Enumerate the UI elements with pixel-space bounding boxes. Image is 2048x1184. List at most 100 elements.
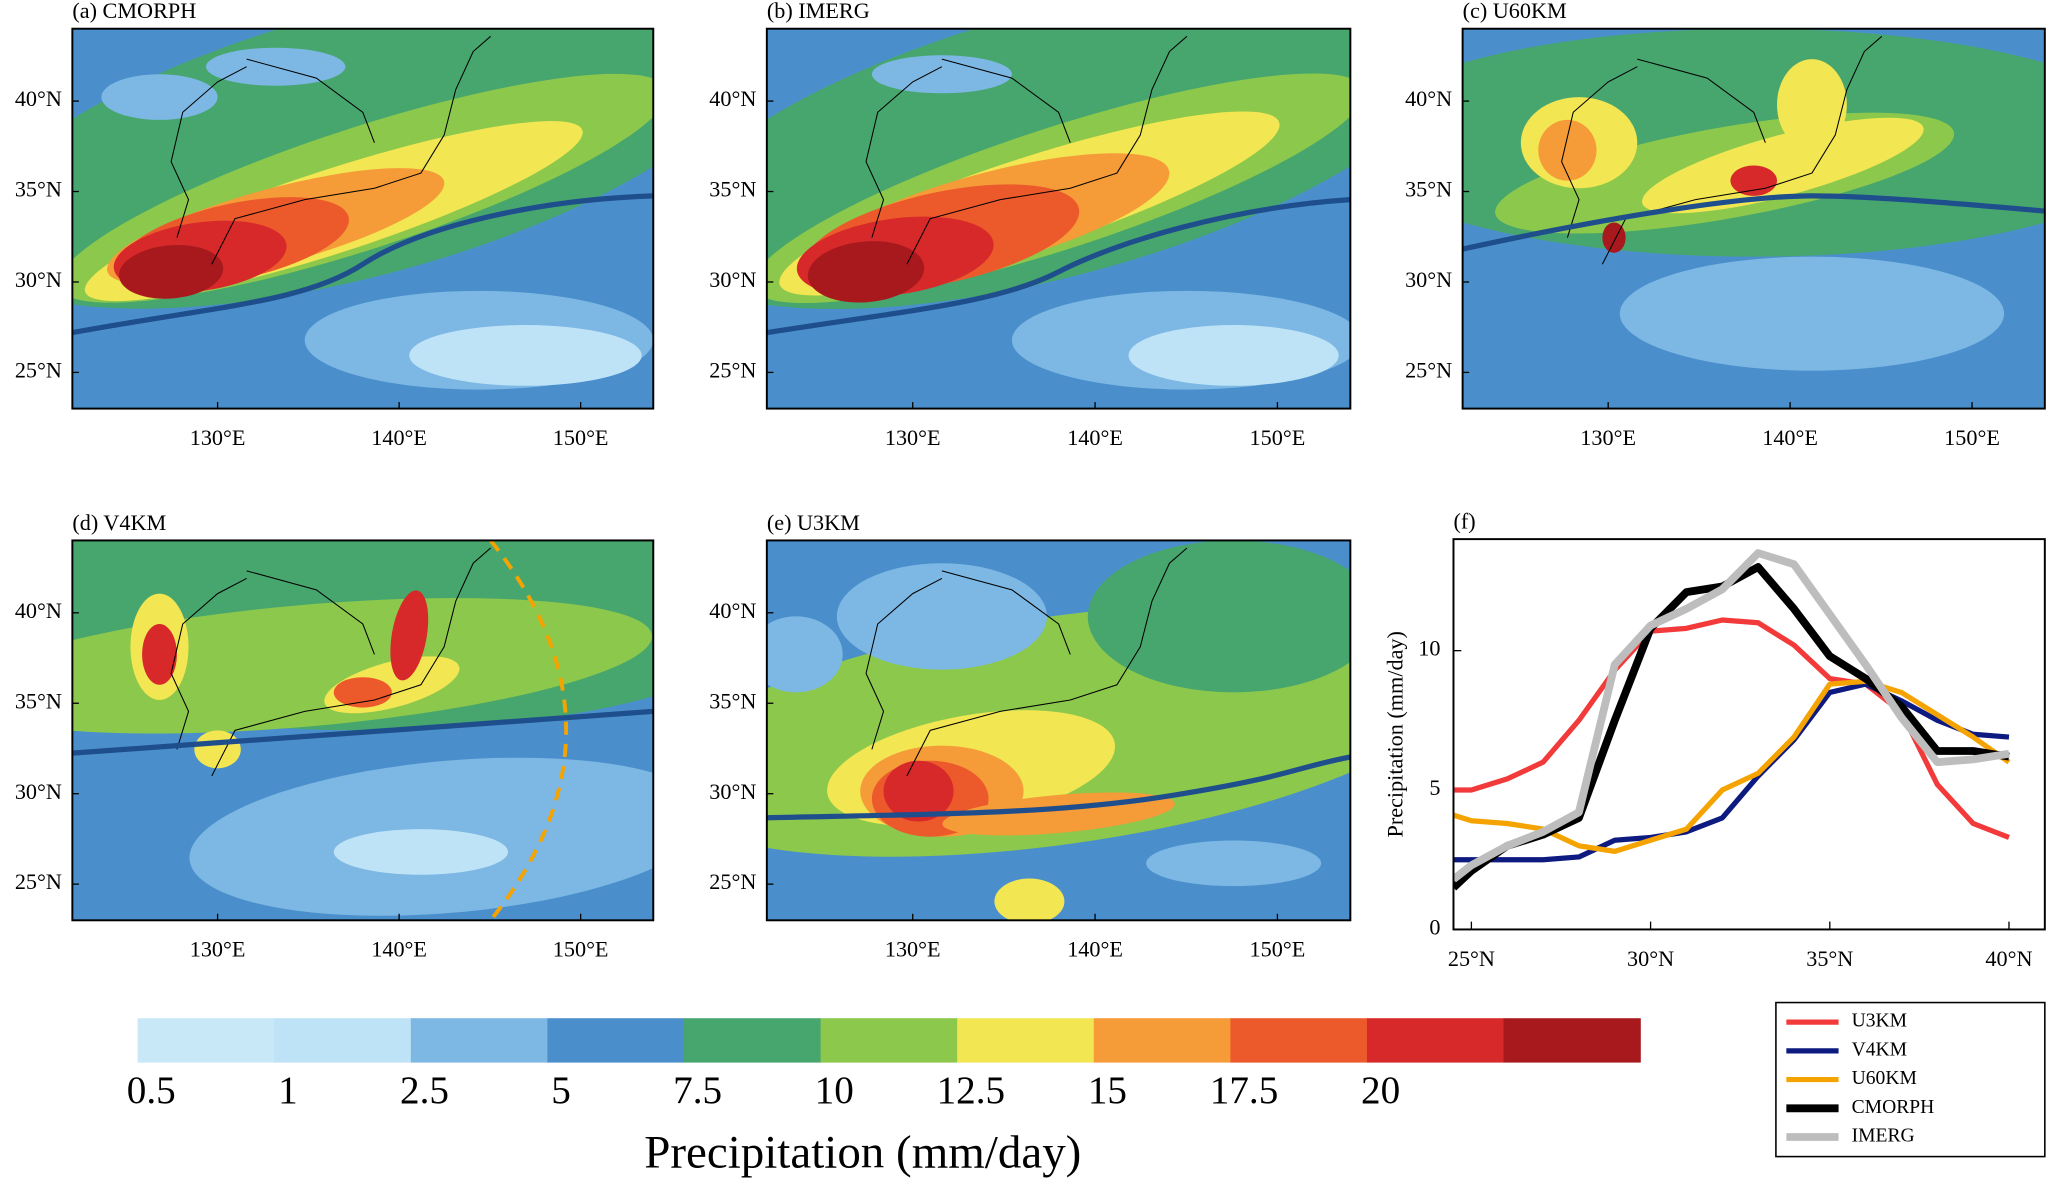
colorbar-tick-label: 7.5 — [673, 1069, 722, 1112]
coastline — [246, 58, 375, 143]
colorbar-tick-label: 0.5 — [127, 1069, 176, 1112]
map-frame — [71, 27, 655, 410]
precip-area — [72, 598, 652, 734]
panel-title: (c) U60KM — [1463, 0, 1567, 23]
precip-area — [1730, 165, 1778, 196]
domain-boundary — [489, 540, 569, 921]
colorbar-box — [684, 1018, 822, 1063]
colorbar-tick-label: 17.5 — [1210, 1069, 1279, 1112]
map-frame — [765, 539, 1352, 922]
x-tick-label: 130°E — [190, 425, 246, 450]
x-tick-label: 130°E — [885, 937, 941, 962]
front-line — [766, 754, 1351, 821]
colorbar-box — [1230, 1018, 1368, 1063]
x-tick-label: 25°N — [1448, 946, 1495, 971]
colorbar-tick-label: 5 — [551, 1069, 571, 1112]
legend-label: CMORPH — [1852, 1097, 1935, 1118]
coastline — [941, 58, 1071, 143]
precip-area — [1538, 119, 1597, 181]
y-tick-label: 35°N — [709, 688, 756, 713]
panel-title: (d) V4KM — [72, 510, 166, 535]
legend-label: U3KM — [1852, 1011, 1907, 1032]
colorbar-box — [1093, 1018, 1232, 1063]
precip-area — [1087, 540, 1351, 693]
map-frame — [765, 27, 1352, 410]
legend-label: U60KM — [1852, 1068, 1917, 1089]
precip-area — [871, 55, 1012, 94]
coastline — [1561, 66, 1638, 238]
x-tick-label: 140°E — [371, 425, 427, 450]
y-tick-label: 25°N — [15, 358, 62, 383]
y-tick-label: 35°N — [15, 688, 62, 713]
x-tick-label: 150°E — [1250, 937, 1306, 962]
map-field — [1462, 28, 2045, 409]
precip-area — [333, 829, 509, 875]
x-tick-label: 150°E — [1944, 425, 2000, 450]
y-tick-label: 30°N — [1405, 267, 1452, 292]
colorbar-box — [820, 1018, 958, 1063]
y-tick-label: 35°N — [709, 177, 756, 202]
y-tick-label: 0 — [1429, 915, 1440, 940]
colorbar-label: Precipitation (mm/day) — [644, 1126, 1081, 1178]
y-tick-label: 40°N — [1405, 86, 1452, 111]
x-tick-label: 35°N — [1806, 946, 1853, 971]
y-tick-label: 30°N — [15, 779, 62, 804]
colorbar-box — [547, 1018, 685, 1063]
y-tick-label: 30°N — [709, 267, 756, 292]
panel-title: (e) U3KM — [767, 510, 860, 535]
y-tick-label: 30°N — [15, 267, 62, 292]
coastline — [941, 570, 1071, 655]
precip-area — [1602, 222, 1626, 253]
legend-label: IMERG — [1852, 1126, 1915, 1147]
precip-area — [1128, 325, 1339, 386]
colorbar-tick-label: 1 — [278, 1069, 298, 1112]
y-axis-label: Precipitation (mm/day) — [1382, 631, 1407, 837]
panel-title: (f) — [1453, 509, 1475, 534]
y-tick-label: 5 — [1429, 775, 1440, 800]
coastline — [906, 547, 1188, 777]
y-tick-label: 30°N — [709, 779, 756, 804]
x-tick-label: 150°E — [553, 937, 609, 962]
x-tick-label: 150°E — [1250, 425, 1306, 450]
precip-area — [1146, 840, 1322, 887]
precip-area — [1619, 256, 2005, 371]
series-line — [1453, 549, 2010, 883]
panel-title: (b) IMERG — [767, 0, 870, 23]
colorbar-box — [410, 1018, 549, 1063]
series-line — [1453, 563, 2010, 891]
colorbar-box — [274, 1018, 412, 1063]
precip-area — [1777, 59, 1847, 151]
front-line — [72, 193, 654, 336]
colorbar-box — [957, 1018, 1095, 1063]
precip-area — [994, 878, 1065, 921]
map-frame — [71, 539, 655, 922]
colorbar-tick-label: 10 — [815, 1069, 854, 1112]
coastline — [865, 66, 943, 238]
y-tick-label: 40°N — [709, 598, 756, 623]
x-tick-label: 150°E — [553, 425, 609, 450]
coastline — [170, 66, 247, 238]
colorbar-tick-label: 12.5 — [937, 1069, 1006, 1112]
colorbar-box — [1503, 1018, 1641, 1063]
front-line — [1462, 193, 2045, 252]
y-tick-label: 40°N — [709, 86, 756, 111]
x-tick-label: 30°N — [1627, 946, 1674, 971]
coastline — [906, 35, 1188, 265]
coastline — [1637, 58, 1766, 143]
coastline — [170, 577, 247, 750]
legend-label: V4KM — [1852, 1039, 1907, 1060]
x-tick-label: 130°E — [885, 425, 941, 450]
colorbar-tick-label: 15 — [1088, 1069, 1127, 1112]
precip-area — [390, 590, 429, 681]
y-tick-label: 35°N — [15, 177, 62, 202]
precip-area — [766, 616, 843, 693]
map-field — [766, 28, 1351, 409]
precip-area — [142, 624, 177, 685]
y-tick-label: 25°N — [1405, 358, 1452, 383]
coastline — [211, 547, 491, 777]
precip-area — [883, 760, 954, 822]
x-tick-label: 40°N — [1985, 946, 2032, 971]
x-tick-label: 140°E — [1067, 425, 1123, 450]
map-field — [72, 540, 654, 921]
